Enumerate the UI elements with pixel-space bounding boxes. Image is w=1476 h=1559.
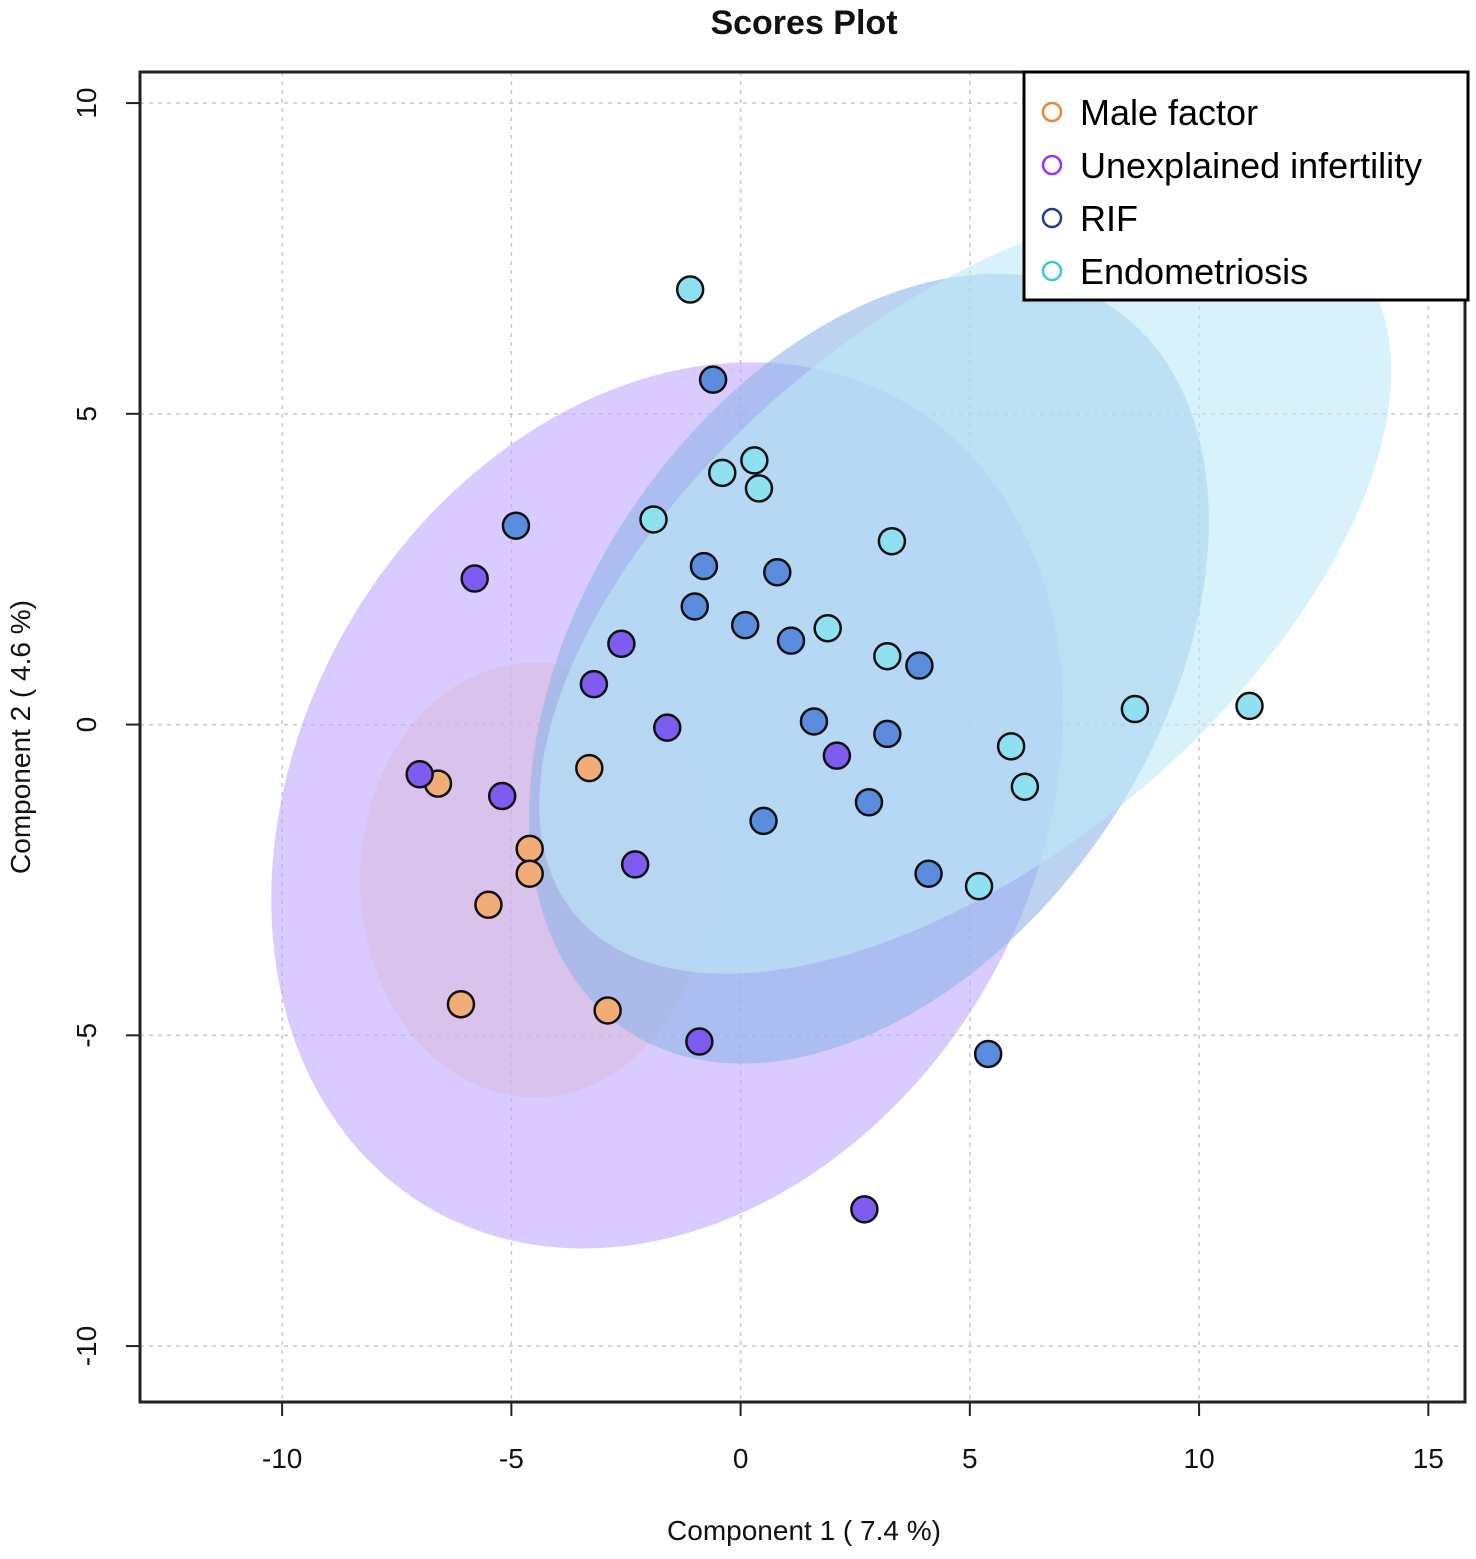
plot-frame xyxy=(138,70,1467,1404)
legend-marker xyxy=(1041,101,1063,123)
point-unexplained-infertility xyxy=(607,629,636,659)
y-tick-label: 10 xyxy=(71,87,102,118)
y-axis-label: Component 2 ( 4.6 %) xyxy=(5,600,36,874)
legend-label: Unexplained infertility xyxy=(1080,145,1422,186)
x-tick-label: 10 xyxy=(1184,1443,1215,1474)
point-male-factor xyxy=(515,834,544,864)
x-tick-label: -10 xyxy=(262,1443,302,1474)
legend-label: Endometriosis xyxy=(1080,251,1308,292)
point-rif xyxy=(776,626,806,655)
legend-marker xyxy=(1041,207,1063,229)
point-rif xyxy=(501,511,531,540)
y-axis-ticks: -10 -5 0 5 10 xyxy=(71,87,140,1366)
point-unexplained-infertility xyxy=(487,781,517,811)
x-tick-label: 15 xyxy=(1413,1443,1444,1474)
point-endometriosis xyxy=(1235,691,1264,721)
point-male-factor xyxy=(474,890,503,920)
point-rif xyxy=(763,558,792,587)
y-tick-label: 5 xyxy=(71,406,102,422)
point-endometriosis xyxy=(813,613,842,643)
x-tick-label: 0 xyxy=(733,1443,749,1474)
point-unexplained-infertility xyxy=(822,741,852,770)
point-rif xyxy=(905,651,934,680)
point-endometriosis xyxy=(675,275,705,304)
point-endometriosis xyxy=(1010,772,1040,801)
point-male-factor xyxy=(575,753,604,783)
point-male-factor xyxy=(515,859,544,888)
y-tick-label: 0 xyxy=(71,717,102,733)
point-unexplained-infertility xyxy=(405,760,434,789)
point-unexplained-infertility xyxy=(460,564,489,593)
point-rif xyxy=(680,592,710,621)
point-rif xyxy=(730,610,760,640)
point-rif xyxy=(799,707,829,736)
point-endometriosis xyxy=(873,641,902,671)
point-unexplained-infertility xyxy=(620,850,650,879)
point-endometriosis xyxy=(639,505,668,534)
point-rif xyxy=(973,1039,1003,1069)
point-endometriosis xyxy=(964,871,994,901)
chart-title: Scores Plot xyxy=(710,4,897,42)
legend-marker xyxy=(1041,260,1063,282)
point-rif xyxy=(914,859,943,888)
point-endometriosis xyxy=(877,526,907,556)
x-axis-ticks: -10 -5 0 5 10 15 xyxy=(262,1402,1444,1474)
point-rif xyxy=(749,806,778,836)
point-rif xyxy=(689,551,719,581)
point-male-factor xyxy=(593,996,622,1025)
point-rif xyxy=(698,365,728,394)
legend-label: Male factor xyxy=(1080,92,1258,133)
scatter-points xyxy=(405,275,1264,1224)
x-axis-label: Component 1 ( 7.4 %) xyxy=(667,1515,941,1546)
point-rif xyxy=(873,719,902,749)
legend-marker xyxy=(1041,154,1063,176)
legend-box xyxy=(1022,70,1470,302)
point-unexplained-infertility xyxy=(685,1027,714,1056)
x-tick-label: -5 xyxy=(499,1443,524,1474)
legend-label: RIF xyxy=(1080,198,1138,239)
x-tick-label: 5 xyxy=(962,1443,978,1474)
point-endometriosis xyxy=(996,732,1026,761)
y-tick-label: -5 xyxy=(71,1023,102,1048)
point-endometriosis xyxy=(1120,694,1150,724)
point-male-factor xyxy=(446,989,476,1019)
point-unexplained-infertility xyxy=(850,1195,879,1224)
point-unexplained-infertility xyxy=(579,669,609,699)
point-endometriosis xyxy=(740,446,769,475)
legend: Male factor Unexplained infertility RIF End… xyxy=(1022,70,1470,302)
point-rif xyxy=(854,788,884,817)
point-endometriosis xyxy=(708,458,737,488)
y-tick-label: -10 xyxy=(71,1326,102,1366)
ellipse-endometriosis xyxy=(539,201,1392,974)
point-unexplained-infertility xyxy=(652,713,682,742)
point-endometriosis xyxy=(744,474,774,503)
